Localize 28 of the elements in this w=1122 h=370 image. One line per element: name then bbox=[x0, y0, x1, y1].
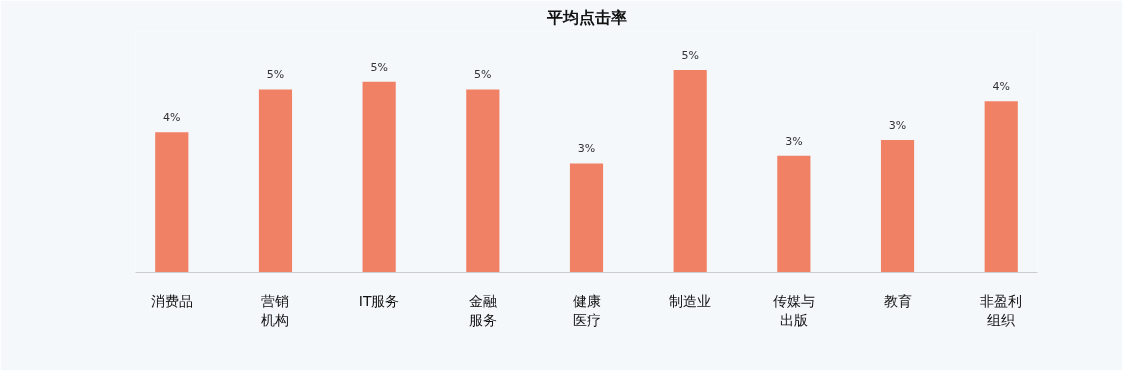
x-tick-label: IT服务 bbox=[358, 292, 400, 309]
bar bbox=[673, 69, 707, 273]
x-tick-label: 金融服务 bbox=[468, 292, 497, 328]
x-tick-label: 传媒与出版 bbox=[772, 292, 815, 328]
bar bbox=[777, 155, 811, 273]
data-label: 5% bbox=[681, 48, 699, 62]
bar bbox=[155, 132, 189, 273]
bar bbox=[880, 140, 915, 273]
bar bbox=[362, 81, 396, 273]
data-label: 4% bbox=[992, 80, 1010, 94]
data-label: 5% bbox=[370, 60, 388, 74]
x-tick-label: 营销机构 bbox=[261, 292, 290, 328]
x-tick-label: 制造业 bbox=[669, 292, 712, 309]
data-label: 4% bbox=[163, 111, 181, 125]
bar bbox=[466, 89, 500, 273]
data-label: 5% bbox=[474, 68, 492, 82]
chart-title: 平均点击率 bbox=[545, 7, 627, 27]
x-tick-label: 健康医疗 bbox=[572, 292, 601, 328]
x-tick-label: 教育 bbox=[883, 292, 912, 309]
data-label: 3% bbox=[577, 142, 596, 156]
bar bbox=[258, 89, 293, 273]
data-label: 5% bbox=[266, 68, 285, 82]
bar bbox=[984, 101, 1018, 273]
x-tick-label: 非盈利组织 bbox=[980, 292, 1023, 328]
bar bbox=[569, 163, 604, 273]
data-label: 3% bbox=[888, 119, 907, 133]
data-label: 3% bbox=[785, 134, 803, 148]
x-tick-label: 消费品 bbox=[150, 292, 193, 309]
